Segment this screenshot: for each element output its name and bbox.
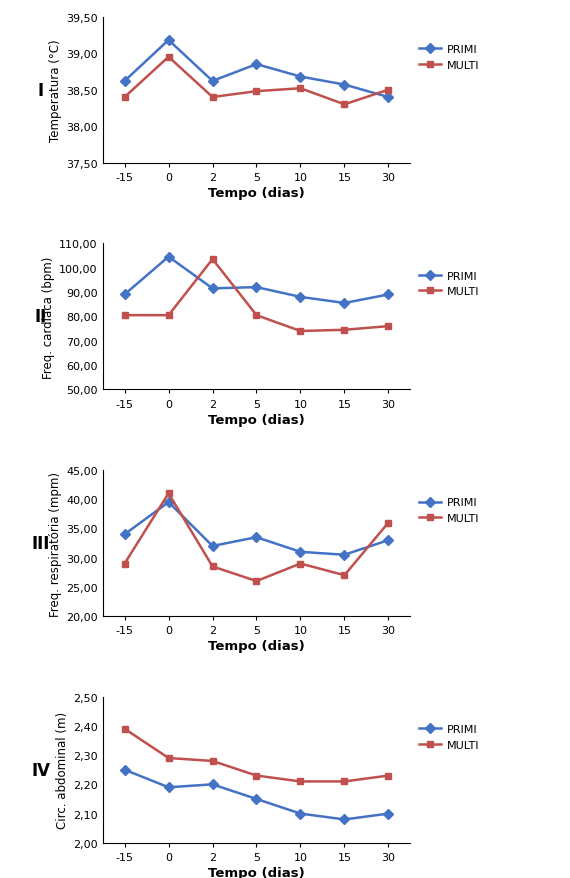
Y-axis label: Circ. abdominal (m): Circ. abdominal (m) bbox=[56, 711, 69, 828]
MULTI bbox=[297, 558, 304, 569]
MULTI bbox=[341, 100, 348, 111]
PRIMI bbox=[385, 809, 392, 819]
MULTI bbox=[385, 85, 392, 96]
PRIMI bbox=[121, 290, 128, 300]
MULTI bbox=[297, 84, 304, 95]
MULTI bbox=[209, 255, 216, 265]
PRIMI bbox=[209, 284, 216, 294]
MULTI bbox=[253, 311, 260, 321]
MULTI bbox=[253, 576, 260, 587]
MULTI bbox=[385, 518, 392, 529]
PRIMI bbox=[385, 536, 392, 546]
PRIMI bbox=[341, 550, 348, 560]
PRIMI bbox=[209, 541, 216, 551]
MULTI bbox=[121, 558, 128, 569]
PRIMI bbox=[341, 299, 348, 309]
Line: PRIMI: PRIMI bbox=[121, 254, 392, 307]
MULTI bbox=[165, 488, 172, 499]
Text: III: III bbox=[32, 535, 50, 552]
MULTI bbox=[253, 87, 260, 97]
Text: II: II bbox=[35, 308, 47, 326]
PRIMI bbox=[209, 76, 216, 87]
PRIMI bbox=[209, 779, 216, 789]
PRIMI bbox=[165, 497, 172, 507]
Line: PRIMI: PRIMI bbox=[121, 766, 392, 823]
MULTI bbox=[385, 770, 392, 781]
MULTI bbox=[121, 723, 128, 734]
Legend: PRIMI, MULTI: PRIMI, MULTI bbox=[419, 498, 479, 523]
MULTI bbox=[209, 93, 216, 104]
MULTI bbox=[341, 571, 348, 581]
Text: I: I bbox=[38, 82, 44, 99]
Line: PRIMI: PRIMI bbox=[121, 38, 392, 101]
PRIMI bbox=[253, 532, 260, 543]
PRIMI bbox=[165, 252, 172, 263]
Line: MULTI: MULTI bbox=[121, 256, 392, 335]
Line: MULTI: MULTI bbox=[121, 490, 392, 585]
Y-axis label: Freq. cardiaca (bpm): Freq. cardiaca (bpm) bbox=[42, 255, 55, 378]
Line: MULTI: MULTI bbox=[121, 725, 392, 785]
X-axis label: Tempo (dias): Tempo (dias) bbox=[208, 414, 305, 426]
PRIMI bbox=[297, 809, 304, 819]
X-axis label: Tempo (dias): Tempo (dias) bbox=[208, 866, 305, 878]
MULTI bbox=[165, 753, 172, 764]
PRIMI bbox=[121, 765, 128, 775]
PRIMI bbox=[253, 283, 260, 293]
Y-axis label: Freq. respiratória (mpm): Freq. respiratória (mpm) bbox=[49, 471, 62, 615]
MULTI bbox=[165, 311, 172, 321]
MULTI bbox=[209, 756, 216, 766]
MULTI bbox=[121, 311, 128, 321]
MULTI bbox=[121, 93, 128, 104]
Line: MULTI: MULTI bbox=[121, 54, 392, 109]
X-axis label: Tempo (dias): Tempo (dias) bbox=[208, 187, 305, 200]
PRIMI bbox=[165, 36, 172, 47]
X-axis label: Tempo (dias): Tempo (dias) bbox=[208, 640, 305, 652]
PRIMI bbox=[253, 60, 260, 70]
PRIMI bbox=[297, 72, 304, 83]
MULTI bbox=[341, 325, 348, 335]
MULTI bbox=[209, 562, 216, 572]
PRIMI bbox=[341, 80, 348, 90]
Y-axis label: Temperatura (°C): Temperatura (°C) bbox=[49, 40, 62, 142]
PRIMI bbox=[385, 93, 392, 104]
Legend: PRIMI, MULTI: PRIMI, MULTI bbox=[419, 271, 479, 297]
PRIMI bbox=[341, 814, 348, 824]
PRIMI bbox=[253, 794, 260, 804]
MULTI bbox=[253, 770, 260, 781]
MULTI bbox=[165, 53, 172, 63]
Legend: PRIMI, MULTI: PRIMI, MULTI bbox=[419, 724, 479, 750]
MULTI bbox=[341, 776, 348, 787]
Line: PRIMI: PRIMI bbox=[121, 499, 392, 558]
MULTI bbox=[297, 327, 304, 337]
PRIMI bbox=[121, 76, 128, 87]
PRIMI bbox=[121, 529, 128, 540]
MULTI bbox=[385, 321, 392, 332]
MULTI bbox=[297, 776, 304, 787]
PRIMI bbox=[165, 782, 172, 793]
Legend: PRIMI, MULTI: PRIMI, MULTI bbox=[419, 45, 479, 70]
PRIMI bbox=[385, 290, 392, 300]
PRIMI bbox=[297, 292, 304, 303]
Text: IV: IV bbox=[31, 761, 51, 779]
PRIMI bbox=[297, 547, 304, 558]
